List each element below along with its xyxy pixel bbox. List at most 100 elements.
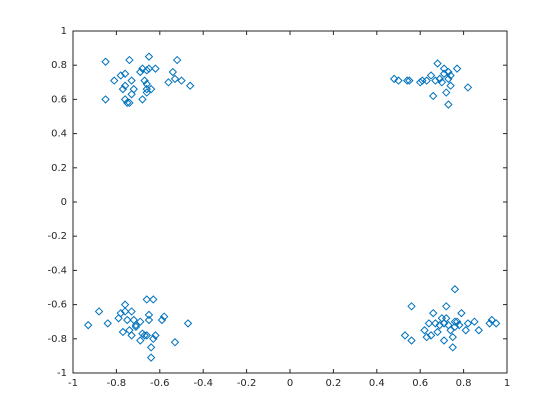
y-tick-label: -0.2 (47, 231, 67, 242)
point (140, 331, 149, 340)
point (439, 64, 449, 73)
point (426, 71, 436, 80)
point (125, 55, 134, 65)
point (444, 74, 453, 84)
point (446, 326, 455, 335)
point (435, 320, 444, 330)
point (172, 55, 182, 65)
point (142, 88, 151, 97)
point (120, 69, 130, 78)
point (144, 310, 154, 320)
point (485, 319, 494, 328)
point (120, 300, 130, 309)
point (442, 302, 451, 311)
point (448, 343, 457, 352)
point (140, 76, 149, 85)
point (144, 64, 154, 73)
point (400, 331, 410, 340)
point (183, 319, 193, 328)
point (159, 312, 169, 321)
x-tick-label: -0.8 (107, 378, 127, 389)
point (123, 98, 132, 108)
point (452, 64, 462, 73)
point (101, 95, 110, 104)
point (463, 83, 473, 92)
x-tick-label: -0.4 (193, 378, 213, 389)
point (455, 320, 464, 330)
point (131, 320, 141, 330)
point (444, 67, 453, 77)
point (463, 319, 473, 328)
x-tick-label: 0.4 (369, 378, 385, 389)
point (452, 317, 462, 326)
point (136, 67, 145, 77)
point (431, 76, 440, 85)
y-tick-label: 0 (61, 197, 67, 208)
point (170, 338, 180, 347)
y-tick-label: 0.8 (51, 60, 67, 71)
y-tick-label: 0.2 (51, 163, 67, 174)
point (177, 76, 186, 85)
point (146, 84, 156, 94)
point (444, 100, 453, 109)
point (422, 76, 431, 85)
point (136, 336, 145, 345)
point (457, 308, 466, 318)
point (94, 307, 104, 316)
point (442, 314, 451, 323)
point (474, 326, 483, 335)
point (131, 322, 141, 332)
point (127, 76, 136, 85)
point (407, 302, 416, 311)
point (157, 315, 167, 325)
point (439, 336, 449, 345)
point (138, 95, 147, 104)
point (450, 317, 460, 326)
y-tick-label: 1 (61, 26, 67, 37)
point (446, 71, 455, 80)
point (461, 326, 470, 335)
x-tick-label: 0 (287, 378, 293, 389)
point (185, 81, 195, 90)
point (142, 66, 151, 75)
point (437, 78, 447, 87)
point (442, 88, 451, 97)
y-tick-label: 0.4 (51, 129, 67, 140)
point (487, 315, 497, 325)
point (142, 79, 151, 89)
point (142, 295, 151, 304)
point (470, 317, 479, 326)
point (435, 74, 444, 84)
point (110, 76, 119, 85)
point (431, 319, 440, 328)
y-tick-label: -0.4 (47, 265, 67, 276)
point (151, 331, 160, 340)
point (83, 320, 93, 330)
point (170, 74, 180, 84)
point (123, 315, 132, 325)
x-tick-label: -0.6 (150, 378, 170, 389)
x-tick-label: -1 (68, 378, 78, 389)
point (136, 317, 145, 326)
point (144, 52, 154, 61)
y-tick-label: -0.6 (47, 300, 67, 311)
x-tick-label: 0.8 (456, 378, 472, 389)
x-tick-label: 1 (504, 378, 510, 389)
point (450, 285, 460, 294)
y-tick-label: -1 (57, 368, 67, 379)
point (448, 332, 457, 342)
point (120, 95, 130, 104)
point (101, 57, 110, 66)
point (407, 336, 416, 345)
point (138, 64, 147, 73)
point (129, 84, 138, 94)
point (120, 307, 130, 316)
point (422, 332, 431, 342)
point (168, 67, 178, 77)
point (164, 78, 173, 87)
point (120, 81, 130, 90)
point (127, 307, 136, 316)
point (402, 76, 412, 85)
point (103, 319, 112, 328)
point (426, 331, 436, 340)
